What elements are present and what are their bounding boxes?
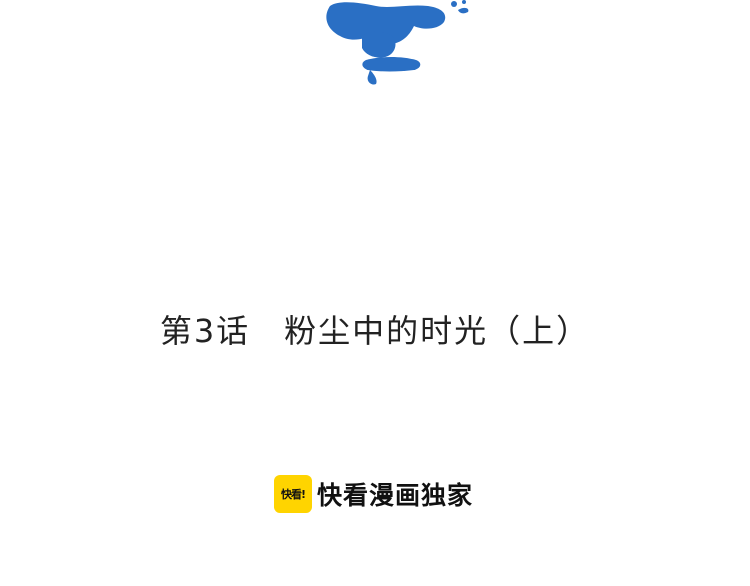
exclusive-credit-text: 快看漫画独家: [317, 481, 474, 510]
chapter-title: 第3话 粉尘中的时光（上）: [159, 312, 591, 350]
calligraphy-title-art: [326, 0, 469, 85]
kuaikan-logo-icon: 快看!: [274, 475, 312, 513]
exclusive-credit: 快看! 快看漫画独家: [274, 475, 473, 513]
